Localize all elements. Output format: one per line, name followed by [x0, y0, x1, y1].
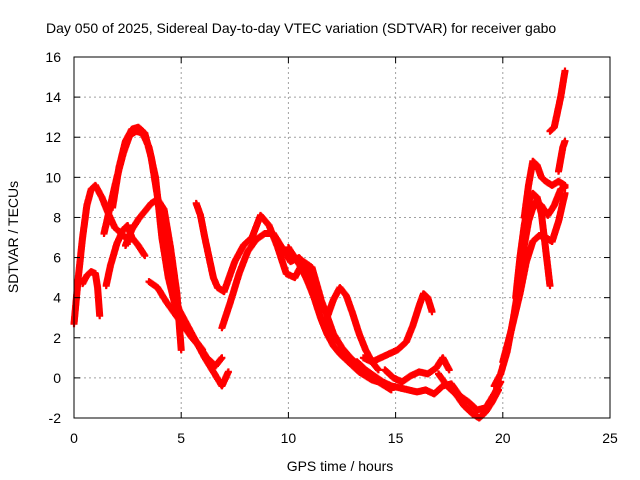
plus-marker-trace — [122, 195, 185, 354]
plus-marker-trace — [555, 137, 569, 175]
plus-marker-trace — [359, 290, 436, 366]
x-tick-label: 0 — [70, 430, 78, 446]
x-tick-label: 25 — [602, 430, 618, 446]
y-tick-label: 6 — [53, 250, 61, 266]
x-tick-label: 15 — [388, 430, 404, 446]
plus-marker-trace — [102, 222, 149, 290]
plot-frame — [73, 56, 611, 419]
series-arc-s — [520, 157, 569, 221]
plus-marker-trace — [546, 67, 569, 135]
chart-title: Day 050 of 2025, Sidereal Day-to-day VTE… — [46, 20, 556, 36]
series-arc-j — [284, 244, 395, 394]
y-tick-label: 12 — [45, 129, 61, 145]
y-tick-label: 8 — [53, 209, 61, 225]
y-tick-label: 16 — [45, 49, 61, 65]
axis-ticks: 0 5 10 15 20 25 -2 0 2 4 6 8 10 12 14 16 — [45, 49, 618, 446]
plus-marker-trace — [145, 278, 226, 370]
series-arc-i — [192, 199, 325, 302]
x-tick-label: 5 — [177, 430, 185, 446]
plus-marker-trace — [499, 189, 569, 366]
plus-marker-trace — [435, 370, 502, 422]
series-arc-c — [102, 222, 149, 290]
x-axis-label: GPS time / hours — [287, 458, 394, 474]
series-arc-m — [381, 354, 453, 386]
series-arc-r — [499, 189, 569, 366]
data-points — [70, 67, 569, 422]
plus-marker-trace — [79, 268, 104, 320]
series-arc-b — [79, 268, 104, 320]
series-arc-g — [145, 278, 226, 370]
plus-marker-trace — [192, 199, 325, 302]
y-tick-label: 2 — [53, 330, 61, 346]
grid-lines — [74, 57, 610, 418]
y-tick-label: 4 — [53, 290, 61, 306]
y-tick-label: 0 — [53, 370, 61, 386]
series-arc-u — [555, 137, 569, 175]
plus-marker-trace — [381, 354, 453, 386]
y-tick-label: 10 — [45, 169, 61, 185]
x-tick-label: 20 — [495, 430, 511, 446]
series-arc-l — [359, 290, 436, 366]
y-tick-label: 14 — [45, 89, 61, 105]
series-arc-t — [546, 67, 569, 135]
plus-marker-trace — [520, 157, 569, 221]
series-arc-o — [435, 370, 502, 422]
y-tick-label: -2 — [49, 410, 62, 426]
x-tick-label: 10 — [281, 430, 297, 446]
series-arc-f — [122, 195, 185, 354]
plus-marker-trace — [284, 244, 395, 394]
y-axis-label: SDTVAR / TECUs — [5, 181, 21, 293]
